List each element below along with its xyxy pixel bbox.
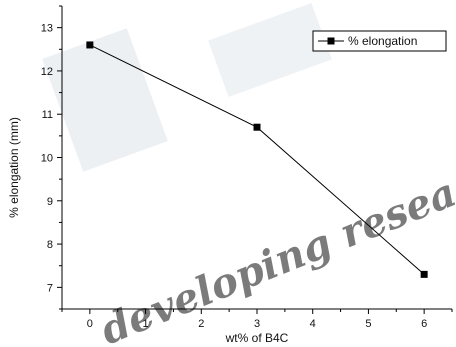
legend-box <box>312 30 447 52</box>
x-tick-label: 2 <box>198 318 204 330</box>
legend: % elongation <box>312 30 447 52</box>
x-tick-label: 1 <box>143 318 149 330</box>
x-tick-label: 5 <box>365 318 371 330</box>
x-tick-label: 6 <box>421 318 427 330</box>
y-tick-label: 8 <box>47 239 53 251</box>
x-axis-ticks: 0 1 2 3 4 5 6 <box>61 309 453 330</box>
y-axis-title: % elongation (mm) <box>7 117 21 218</box>
legend-marker <box>327 37 335 45</box>
y-tick-label: 10 <box>41 153 53 165</box>
data-point <box>253 123 261 131</box>
y-tick-label: 13 <box>41 23 53 35</box>
y-tick-label: 12 <box>41 66 53 78</box>
x-tick-label: 4 <box>310 318 316 330</box>
series-layer <box>86 41 428 278</box>
y-tick-label: 9 <box>47 196 53 208</box>
data-point <box>420 270 428 278</box>
x-axis-title: wt% of B4C <box>225 331 289 345</box>
y-axis-ticks: 7 8 9 10 11 12 13 <box>41 5 62 310</box>
x-tick-label: 3 <box>254 318 260 330</box>
watermark-block-2 <box>208 2 332 98</box>
watermark-block-1 <box>42 28 168 172</box>
x-tick-label: 0 <box>87 318 93 330</box>
data-point <box>86 41 94 49</box>
legend-label: % elongation <box>348 34 417 48</box>
y-tick-label: 7 <box>47 282 53 294</box>
y-tick-label: 11 <box>42 109 53 121</box>
